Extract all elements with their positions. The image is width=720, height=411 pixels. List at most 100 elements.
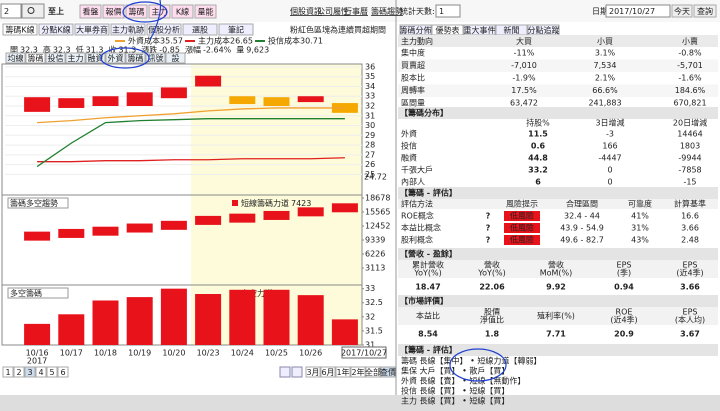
range-btn[interactable]: 3月 — [306, 368, 319, 377]
sub-tab[interactable]: 選股 — [192, 25, 208, 35]
sub-tab[interactable]: 分點K線 — [41, 25, 70, 35]
date-input[interactable] — [605, 4, 671, 18]
chart-button[interactable]: 籌碼 — [128, 53, 144, 63]
input[interactable] — [0, 3, 22, 19]
sub-tab-box[interactable] — [146, 23, 182, 36]
tool-tab-box[interactable] — [102, 4, 125, 19]
sub-tab[interactable]: 主力軌跡 — [112, 25, 144, 35]
range-btn[interactable]: 全部 — [365, 367, 381, 377]
right-tab[interactable]: 重大事件 — [464, 25, 496, 35]
chart-button[interactable]: 設 — [172, 53, 180, 63]
sub-tab[interactable]: 個股分析 — [148, 25, 180, 35]
dist-cell: 內部人 — [401, 177, 425, 187]
right-tab[interactable]: 優勢表 — [436, 25, 460, 35]
page-btn[interactable]: 5 — [49, 368, 54, 377]
sub-tab[interactable]: 大單券商 — [76, 25, 108, 35]
dist-cell: 融資 — [401, 153, 417, 163]
tool-tab[interactable]: 報價 — [106, 8, 122, 17]
page-btn[interactable]: 3 — [27, 368, 32, 377]
eval-cell: 43% — [631, 236, 649, 245]
page-btn-box[interactable] — [2, 366, 14, 378]
tool-tab[interactable]: 看盤 — [83, 7, 99, 17]
page-btn-box[interactable] — [57, 366, 69, 378]
tool-tab-box[interactable] — [194, 4, 217, 19]
today-btn[interactable]: 今天 — [674, 6, 690, 16]
page-btn-box[interactable] — [46, 366, 58, 378]
chart-button[interactable]: 融資 — [88, 53, 104, 63]
zoom-in[interactable] — [279, 366, 291, 378]
tool-tab-box[interactable] — [79, 4, 102, 19]
today-btn-box[interactable] — [671, 4, 693, 18]
tool-tab[interactable]: K線 — [176, 7, 189, 17]
panel-select[interactable] — [7, 197, 69, 209]
sub-tab-box[interactable] — [2, 23, 38, 36]
days-select[interactable] — [435, 4, 461, 18]
tool-tab-box[interactable] — [125, 4, 148, 19]
chart-button-box[interactable] — [125, 52, 146, 64]
chart-button-box[interactable] — [25, 52, 46, 64]
chart-button-box[interactable] — [5, 52, 26, 64]
panel-select[interactable] — [7, 287, 69, 299]
page-btn[interactable]: 4 — [38, 368, 43, 377]
right-tab[interactable]: 新聞 — [504, 25, 520, 35]
right-tab[interactable]: 籌碼分佈 — [400, 25, 432, 35]
info-label: 低 — [76, 45, 84, 55]
tool-tab-box[interactable] — [171, 4, 194, 19]
flow-cell: 2.1% — [595, 74, 616, 83]
chart-button-box[interactable] — [65, 52, 86, 64]
link[interactable]: 個股資訊 — [290, 6, 322, 16]
chart-button[interactable]: 外資 — [108, 53, 124, 63]
chart-button[interactable]: 均線 — [8, 53, 24, 63]
chart-button-box[interactable] — [85, 52, 106, 64]
range-btn-box[interactable] — [320, 366, 336, 378]
page-btn[interactable]: 6 — [60, 368, 65, 377]
page-btn-box[interactable] — [35, 366, 47, 378]
dist-cell: 投信 — [401, 141, 417, 151]
range-btn[interactable]: 2年 — [351, 367, 364, 377]
right-tab[interactable]: 分點追蹤 — [528, 25, 560, 35]
sub-tab[interactable]: 籌碼K線 — [5, 25, 34, 35]
query-btn[interactable]: 查詢 — [697, 6, 713, 16]
link[interactable]: 公司屬性 — [317, 6, 349, 16]
tool-tab[interactable]: 籌碼 — [129, 7, 145, 17]
sub-tab[interactable]: 筆記 — [228, 25, 244, 35]
tool-tab[interactable]: 量能 — [198, 7, 214, 17]
chart-button[interactable]: 訊號 — [148, 53, 164, 63]
range-btn[interactable]: 1年 — [336, 367, 349, 377]
sub-tab-box[interactable] — [218, 23, 254, 36]
sub-tab-box[interactable] — [110, 23, 146, 36]
link[interactable]: 籌碼趨勢 — [371, 6, 403, 16]
chart-button[interactable]: 主力 — [68, 53, 84, 63]
row-bg — [398, 59, 718, 72]
sub-tab-box[interactable] — [38, 23, 74, 36]
zoom-out[interactable] — [291, 366, 303, 378]
chart-button-box[interactable] — [145, 52, 166, 64]
range-btn[interactable]: 6月 — [321, 368, 334, 377]
section-title: 【籌碼 - 評估】 — [400, 188, 457, 198]
range-btn-box[interactable] — [350, 366, 366, 378]
page-btn[interactable]: 1 — [5, 368, 10, 377]
query-btn-box[interactable] — [693, 4, 717, 18]
range-btn[interactable]: 查價 — [380, 367, 396, 377]
range-btn-box[interactable] — [335, 366, 351, 378]
range-btn-box[interactable] — [380, 366, 396, 378]
head-cell: YoY(%) — [477, 269, 505, 278]
tool-tab[interactable]: 主力 — [152, 7, 168, 17]
chart-button[interactable]: 籌碼 — [28, 53, 44, 63]
section-bg — [398, 107, 718, 119]
chart-button-box[interactable] — [105, 52, 126, 64]
search-btn[interactable] — [21, 3, 45, 19]
page-btn-box[interactable] — [24, 366, 36, 378]
eval-cell: ? — [486, 212, 491, 221]
chart-button-box[interactable] — [165, 52, 186, 64]
page-btn-box[interactable] — [13, 366, 25, 378]
chart-button-box[interactable] — [45, 52, 66, 64]
go-button[interactable]: 至上 — [48, 6, 64, 16]
sub-tab-box[interactable] — [182, 23, 218, 36]
link[interactable]: 行事曆 — [344, 6, 368, 16]
page-btn[interactable]: 2 — [16, 368, 21, 377]
sub-tab-box[interactable] — [74, 23, 110, 36]
chart-button[interactable]: 投信 — [48, 53, 64, 63]
range-btn-box[interactable] — [365, 366, 381, 378]
range-btn-box[interactable] — [305, 366, 321, 378]
